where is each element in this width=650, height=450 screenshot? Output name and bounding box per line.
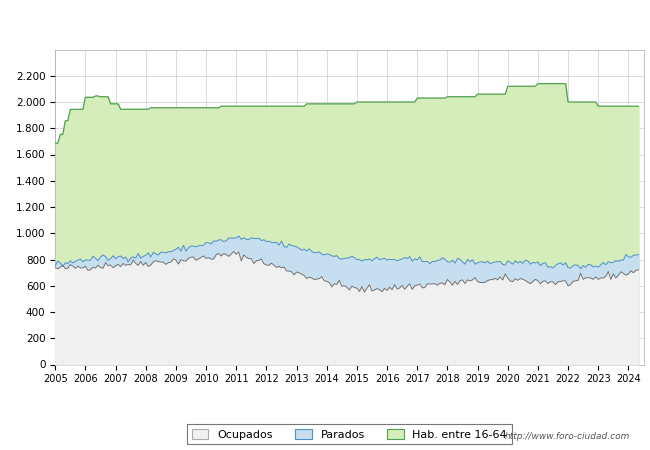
Legend: Ocupados, Parados, Hab. entre 16-64: Ocupados, Parados, Hab. entre 16-64 bbox=[187, 424, 512, 444]
Text: http://www.foro-ciudad.com: http://www.foro-ciudad.com bbox=[505, 432, 630, 441]
Text: Sant Martí Sarroca - Evolucion de la poblacion en edad de Trabajar Mayo de 2024: Sant Martí Sarroca - Evolucion de la pob… bbox=[64, 14, 586, 27]
Text: FORO-CIUDAD.COM: FORO-CIUDAD.COM bbox=[198, 218, 500, 246]
